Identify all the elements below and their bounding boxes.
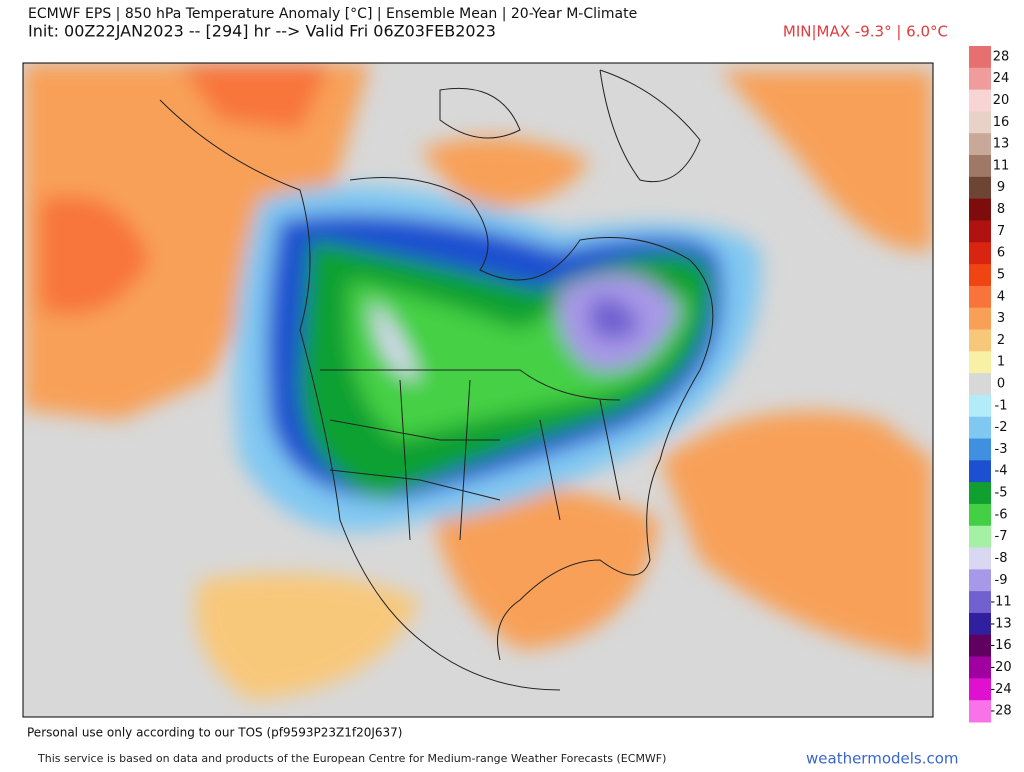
map-frame — [22, 62, 934, 718]
colorbar-label: -11 — [990, 595, 1011, 610]
colorbar-swatch — [969, 482, 991, 505]
colorbar-label: -5 — [995, 486, 1008, 501]
min-max: MIN|MAX -9.3° | 6.0°C — [783, 23, 948, 41]
colorbar-swatch — [969, 678, 991, 701]
colorbar-swatch — [969, 416, 991, 440]
title: ECMWF EPS | 850 hPa Temperature Anomaly … — [28, 6, 637, 22]
colorbar-label: 2 — [997, 333, 1005, 348]
colorbar-swatch — [969, 351, 991, 374]
map — [23, 63, 933, 717]
colorbar-label: 13 — [993, 137, 1010, 152]
colorbar-swatch — [969, 438, 991, 461]
colorbar-label: -4 — [995, 464, 1008, 479]
colorbar-swatch — [969, 307, 991, 330]
colorbar-swatch — [969, 46, 991, 69]
colorbar-label: -2 — [995, 420, 1008, 435]
colorbar-label: 0 — [997, 377, 1005, 392]
colorbar-label: -7 — [995, 529, 1008, 544]
colorbar-swatch — [969, 176, 991, 200]
colorbar-label: 11 — [993, 158, 1010, 173]
colorbar-label: -16 — [990, 638, 1011, 653]
colorbar-label: 1 — [997, 355, 1005, 370]
colorbar-swatch — [969, 285, 991, 309]
colorbar-label: -24 — [990, 682, 1011, 697]
colorbar-label: 4 — [997, 289, 1005, 304]
colorbar-label: 24 — [993, 71, 1010, 86]
colorbar-swatch — [969, 67, 991, 91]
colorbar-label: 5 — [997, 267, 1005, 282]
colorbar-swatch — [969, 525, 991, 549]
colorbar-swatch — [969, 329, 991, 352]
colorbar-swatch — [969, 612, 991, 636]
colorbar-label: 8 — [997, 202, 1005, 217]
colorbar-label: -13 — [990, 616, 1011, 631]
tos-note: Personal use only according to our TOS (… — [27, 726, 403, 740]
colorbar-label: -8 — [995, 551, 1008, 566]
colorbar-swatch — [969, 198, 991, 221]
colorbar-label: -28 — [990, 704, 1011, 719]
colorbar-label: -20 — [990, 660, 1011, 675]
colorbar-label: -3 — [995, 442, 1008, 457]
colorbar-swatch — [969, 569, 991, 592]
colorbar-swatch — [969, 264, 991, 287]
colorbar-swatch — [969, 133, 991, 156]
colorbar: 28 24 20 16 13 11 9 8 7 6 5 4 3 2 1 0 -1 -2 -3 -4 -5 -6 -7 -8 -9… — [969, 46, 1012, 723]
site-link[interactable]: weathermodels.com — [806, 750, 959, 768]
colorbar-swatch — [969, 634, 991, 658]
colorbar-swatch — [969, 547, 991, 570]
colorbar-label: 16 — [993, 115, 1010, 130]
ecmwf-notice: This service is based on data and produc… — [37, 752, 666, 765]
colorbar-label: 9 — [997, 180, 1005, 195]
colorbar-label: 3 — [997, 311, 1005, 326]
init-line: Init: 00Z22JAN2023 -- [294] hr --> Valid… — [28, 22, 496, 41]
colorbar-swatch — [969, 155, 991, 178]
colorbar-swatch — [969, 503, 991, 527]
colorbar-swatch — [969, 373, 991, 396]
colorbar-label: -6 — [995, 507, 1008, 522]
colorbar-swatch — [969, 220, 991, 243]
colorbar-label: -1 — [995, 398, 1008, 413]
colorbar-label: -9 — [995, 573, 1008, 588]
colorbar-label: 6 — [997, 246, 1005, 261]
colorbar-label: 7 — [997, 224, 1005, 239]
colorbar-swatch — [969, 591, 991, 614]
colorbar-label: 20 — [993, 93, 1010, 108]
colorbar-swatch — [969, 700, 991, 723]
colorbar-swatch — [969, 242, 991, 265]
colorbar-swatch — [969, 656, 991, 679]
colorbar-swatch — [969, 111, 991, 134]
colorbar-swatch — [969, 394, 991, 418]
colorbar-swatch — [969, 460, 991, 483]
colorbar-label: 28 — [993, 49, 1010, 64]
colorbar-swatch — [969, 89, 991, 112]
